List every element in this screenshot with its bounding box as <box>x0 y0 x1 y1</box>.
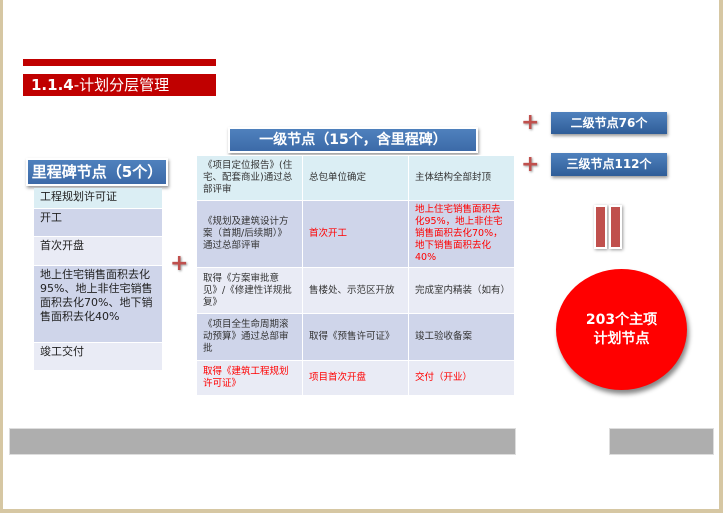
level2-nodes-badge: 二级节点76个 <box>551 112 667 134</box>
level1-table: 《项目定位报告》(住宅、配套商业)通过总部评审 总包单位确定 主体结构全部封顶 《规划… <box>196 155 515 396</box>
table-row: 《项目全生命周期滚动预算》通过总部审批 取得《预售许可证》 竣工验收备案 <box>196 313 515 361</box>
milestone-item: 开工 <box>34 209 162 236</box>
table-cell: 主体结构全部封顶 <box>408 155 515 201</box>
table-cell: 竣工验收备案 <box>408 313 515 361</box>
total-nodes-circle: 203个主项 计划节点 <box>556 269 687 390</box>
table-cell: 完成室内精装（如有） <box>408 267 515 314</box>
table-cell: 《项目定位报告》(住宅、配套商业)通过总部评审 <box>196 155 303 201</box>
table-cell: 售楼处、示范区开放 <box>302 267 409 314</box>
table-cell: 地上住宅销售面积去化95%，地上非住宅销售面积去化70%，地下销售面积去化40% <box>408 200 515 268</box>
table-row: 《项目定位报告》(住宅、配套商业)通过总部评审 总包单位确定 主体结构全部封顶 <box>196 155 515 201</box>
title-rule <box>23 59 216 66</box>
table-cell: 交付（开业） <box>408 360 515 396</box>
section-title: -计划分层管理 <box>73 76 170 94</box>
milestone-list: 工程规划许可证 开工 首次开盘 地上住宅销售面积去化95%、地上非住宅销售面积去… <box>34 188 162 371</box>
table-cell: 总包单位确定 <box>302 155 409 201</box>
gray-bar <box>9 428 516 455</box>
milestone-item: 地上住宅销售面积去化95%、地上非住宅销售面积去化70%、地下销售面积去化40% <box>34 266 162 342</box>
level1-header: 一级节点（15个，含里程碑） <box>228 127 478 153</box>
milestone-item: 工程规划许可证 <box>34 188 162 208</box>
equals-icon-bar <box>609 205 622 249</box>
table-row: 取得《建筑工程规划许可证》 项目首次开盘 交付（开业） <box>196 360 515 396</box>
table-cell: 取得《方案审批意见》/《修建性详规批复》 <box>196 267 303 314</box>
level3-nodes-badge: 三级节点112个 <box>551 153 667 176</box>
table-cell: 取得《预售许可证》 <box>302 313 409 361</box>
total-line1: 203个主项 <box>585 311 658 328</box>
equals-icon-bar <box>594 205 607 249</box>
table-cell: 首次开工 <box>302 200 409 268</box>
plus-icon: + <box>521 152 540 177</box>
table-cell: 取得《建筑工程规划许可证》 <box>196 360 303 396</box>
table-cell: 《项目全生命周期滚动预算》通过总部审批 <box>196 313 303 361</box>
milestone-item: 竣工交付 <box>34 343 162 370</box>
table-cell: 项目首次开盘 <box>302 360 409 396</box>
plus-icon: + <box>521 110 540 135</box>
total-line2: 计划节点 <box>593 330 650 347</box>
milestone-header: 里程碑节点（5个） <box>26 158 168 186</box>
plus-icon: + <box>170 251 189 276</box>
table-row: 《规划及建筑设计方案（首期/后续期）》通过总部评审 首次开工 地上住宅销售面积去化9… <box>196 200 515 268</box>
table-row: 取得《方案审批意见》/《修建性详规批复》 售楼处、示范区开放 完成室内精装（如有） <box>196 267 515 314</box>
page-title: 1.1.4-计划分层管理 <box>23 74 216 96</box>
table-cell: 《规划及建筑设计方案（首期/后续期）》通过总部评审 <box>196 200 303 268</box>
section-number: 1.1.4 <box>31 76 74 94</box>
milestone-item: 首次开盘 <box>34 237 162 265</box>
gray-bar <box>609 428 714 455</box>
